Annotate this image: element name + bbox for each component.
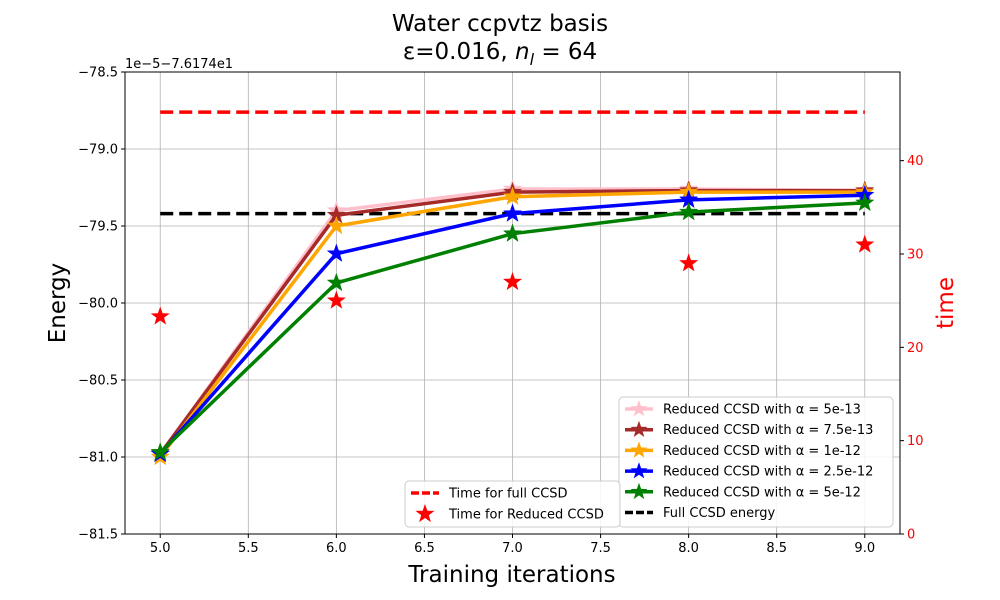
y-tick-label: −80.5 [78,374,118,389]
legend-item: Time for Reduced CCSD [415,504,604,523]
legend-marker [630,420,648,437]
time-reduced-point [502,272,523,291]
right-y-axis-ticks: 0 10 20 30 40 [900,154,924,543]
time-reduced-point [326,290,346,309]
chart-title-line1: Water ccpvtz basis [392,11,608,37]
legend-label: Reduced CCSD with α = 5e-13 [663,403,861,418]
legend-label: Reduced CCSD with α = 7.5e-13 [663,423,873,438]
legend-item: Time for full CCSD [411,487,568,502]
legend-center: Time for full CCSD Time for Reduced CCSD [404,480,621,528]
y-axis-ticks: −81.5 −81.0 −80.5 −80.0 −79.5 −79.0 −78.5 [78,66,125,543]
right-y-tick-label: 30 [907,248,924,263]
y-tick-label: −79.0 [78,143,118,158]
x-axis-label: Training iterations [407,562,615,588]
series-point [502,186,523,206]
y-tick-label: −80.0 [78,297,118,312]
x-tick-label: 7.5 [590,541,611,556]
legend-marker [415,504,435,523]
chart-title-line2: ε=0.016, nl = 64 [403,39,597,69]
legend-item: Reduced CCSD with α = 1e-12 [625,441,861,459]
y-axis-label: Energy [45,263,71,344]
x-tick-label: 9.0 [854,541,875,556]
right-y-tick-label: 10 [907,434,924,449]
x-tick-label: 5.5 [238,541,259,556]
series-5 [150,192,875,461]
title-line2-suffix: = 64 [534,39,597,65]
legend-label: Time for full CCSD [448,487,568,502]
x-tick-label: 5.0 [150,541,171,556]
legend-center-box [404,480,621,528]
right-y-tick-label: 0 [907,528,915,543]
series-point [678,201,699,221]
series-point [502,203,523,222]
legend-item: Reduced CCSD with α = 2.5e-12 [625,462,873,480]
legend-item: Full CCSD energy [625,506,776,521]
y-tick-label: −81.5 [78,528,118,543]
legend-label: Reduced CCSD with α = 5e-12 [663,485,861,500]
time-reduced-point [679,253,699,272]
offset-text: 1e−5−7.6174e1 [125,57,233,72]
legend-right: Reduced CCSD with α = 5e-13 Reduced CCSD … [618,396,894,528]
y-tick-label: −78.5 [78,66,118,81]
legend-marker [630,400,648,417]
title-line2-prefix: ε=0.016, [403,39,515,65]
x-tick-label: 7.0 [502,541,523,556]
x-axis-ticks: 5.0 5.5 6.0 6.5 7.0 7.5 8.0 8.5 9.0 [150,534,875,556]
data-series [150,178,875,466]
legend-label: Reduced CCSD with α = 2.5e-12 [663,465,873,480]
series-point [502,223,523,243]
y-tick-label: −79.5 [78,220,118,235]
right-y-tick-label: 40 [907,154,924,169]
series-point [150,442,170,461]
x-tick-label: 6.5 [414,541,435,556]
time-markers [150,234,875,325]
y-tick-label: −81.0 [78,451,118,466]
series-point [326,215,347,235]
legend-label: Reduced CCSD with α = 1e-12 [663,444,861,459]
legend-marker [630,462,648,479]
right-y-tick-label: 20 [907,341,924,356]
legend-item: Reduced CCSD with α = 7.5e-13 [625,420,873,438]
legend-item: Reduced CCSD with α = 5e-13 [625,400,861,418]
legend-marker [630,441,648,458]
legend-label: Full CCSD energy [663,506,776,521]
plot-frame [124,71,901,535]
series-point [326,272,347,292]
x-tick-label: 8.5 [766,541,787,556]
time-reduced-point [855,234,875,253]
series-point [326,243,347,263]
right-y-axis-label: time [933,277,959,329]
legend-label: Time for Reduced CCSD [448,508,604,523]
legend-item: Reduced CCSD with α = 5e-12 [625,482,861,500]
time-reduced-point [150,306,170,325]
legend-marker [630,482,648,500]
series-point [855,192,875,212]
title-line2-sub: l [530,50,535,69]
x-tick-label: 8.0 [678,541,699,556]
title-line2-var: n [515,39,530,65]
x-tick-label: 6.0 [326,541,347,556]
legend-right-box [618,396,894,528]
